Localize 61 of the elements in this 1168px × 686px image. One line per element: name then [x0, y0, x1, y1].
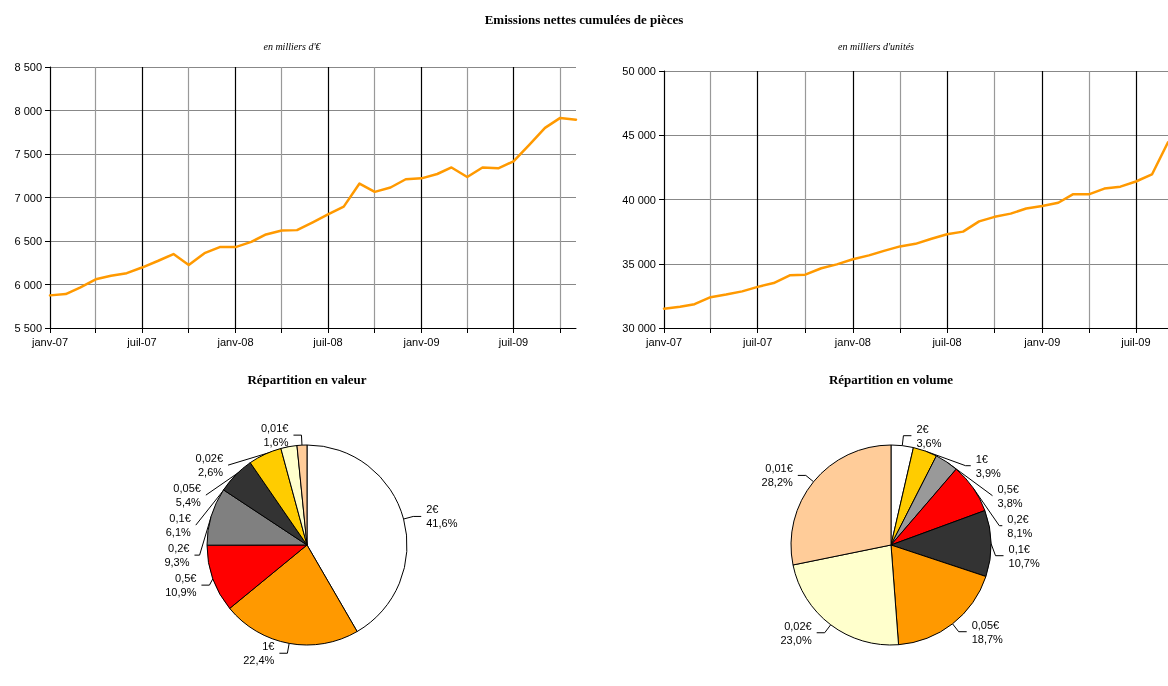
data-label: 22,4% [243, 654, 275, 667]
y-tick-label: 6 000 [14, 278, 42, 291]
slice-label: 0,1€ [169, 512, 191, 525]
slice-label: 0,02€ [784, 619, 812, 632]
slice-label: 0,05€ [971, 618, 1000, 631]
slice-label: 0,5€ [175, 572, 197, 585]
data-label: 18,7% [971, 632, 1004, 645]
y-tick-label: 8 000 [14, 104, 42, 117]
data-label: 5,4% [175, 496, 202, 509]
chart-title: Emissions nettes cumulées de pièces [483, 12, 685, 28]
x-tick-label: janv-07 [30, 335, 69, 348]
y-tick-label: 30 000 [622, 322, 656, 334]
slice-label: 0,2€ [168, 542, 190, 555]
y-tick-label: 45 000 [622, 129, 656, 142]
x-tick-label: juil-07 [741, 335, 773, 348]
slice-label: 0,05€ [173, 482, 201, 495]
data-label: 10,9% [165, 586, 197, 599]
y-tick-label: 7 000 [14, 191, 42, 204]
slice-label: 2€ [426, 503, 439, 516]
slice-label: 0,2€ [1007, 512, 1029, 525]
data-label: 8,1% [1007, 526, 1033, 539]
x-tick-label: juil-08 [312, 335, 343, 348]
y-tick-label: 6 500 [14, 235, 42, 247]
x-tick-label: janv-08 [833, 335, 871, 348]
x-tick-label: janv-09 [1023, 335, 1061, 348]
data-label: 2,6% [198, 466, 224, 479]
data-label: 1,6% [263, 436, 289, 449]
data-label: 10,7% [1008, 556, 1040, 569]
data-label: 3,8% [997, 496, 1023, 509]
x-tick-label: juil-07 [126, 335, 157, 348]
data-label: 23,0% [780, 633, 812, 646]
slice-label: 0,1€ [1008, 542, 1030, 555]
x-tick-label: janv-09 [402, 335, 440, 348]
chart-subtitle: en milliers d'€ [263, 40, 322, 52]
slice-label: 1€ [975, 452, 988, 465]
chart-subtitle: en milliers d'unités [837, 40, 915, 52]
chart-title: Répartition en volume [828, 372, 954, 387]
y-tick-label: 7 500 [14, 148, 42, 160]
x-tick-label: juil-09 [1120, 335, 1151, 348]
slice-label: 1€ [262, 640, 275, 653]
slice-label: 0,01€ [260, 422, 289, 435]
y-tick-label: 35 000 [622, 257, 656, 270]
y-tick-label: 40 000 [622, 193, 656, 206]
y-tick-label: 8 500 [14, 61, 42, 73]
y-tick-label: 5 500 [14, 322, 42, 334]
data-label: 6,1% [165, 526, 192, 539]
slice-label: 0,5€ [997, 482, 1019, 495]
x-tick-label: janv-07 [644, 335, 683, 348]
x-tick-label: janv-08 [216, 335, 254, 348]
data-label: 3,9% [975, 466, 1002, 479]
chart-title: Répartition en valeur [247, 372, 367, 387]
data-label: 9,3% [164, 556, 190, 569]
x-tick-label: juil-09 [497, 335, 529, 348]
y-tick-label: 50 000 [622, 65, 656, 77]
x-tick-label: juil-08 [931, 335, 962, 348]
data-label: 41,6% [426, 517, 458, 530]
slice-label: 0,02€ [195, 452, 224, 465]
data-label: 3,6% [916, 436, 942, 449]
slice-label: 2€ [916, 422, 929, 435]
slice-label: 0,01€ [765, 462, 793, 475]
data-label: 28,2% [761, 476, 794, 489]
